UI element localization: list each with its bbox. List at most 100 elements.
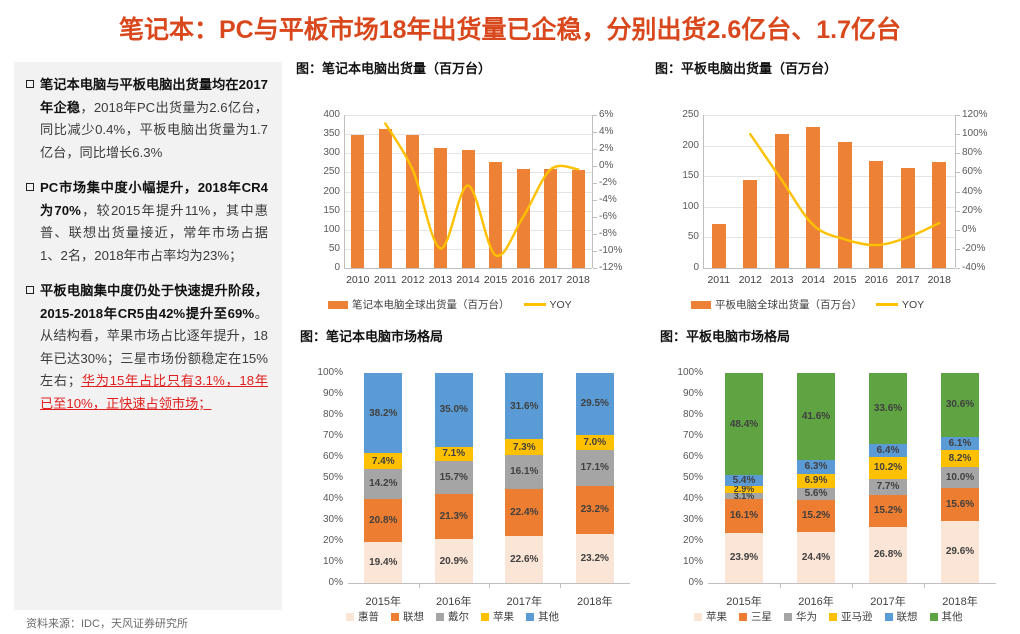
y-axis-label-right: -40% — [962, 262, 986, 273]
y-axis-label-left: 50 — [687, 231, 699, 243]
gridline — [344, 115, 592, 116]
stacked-bar-column: 26.8% 15.2% 7.7% 10.2% 6.4% 33.6% — [869, 373, 907, 583]
legend-swatch — [829, 612, 837, 621]
axis-tick — [956, 153, 960, 155]
stacked-bar-segment: 15.2% — [797, 499, 835, 532]
legend-item: 苹果 — [481, 609, 514, 624]
y-axis-label: 60% — [682, 451, 703, 462]
gridline — [703, 176, 955, 178]
axis-tick — [956, 191, 960, 193]
axis-tick — [593, 251, 597, 252]
y-axis-label: 70% — [322, 430, 343, 441]
stacked-bar-segment: 48.4% — [725, 373, 763, 476]
bar — [378, 128, 392, 268]
legend-swatch — [526, 612, 534, 621]
x-axis-label: 2012 — [738, 274, 762, 286]
bar — [489, 162, 503, 268]
x-axis-label: 2010 — [346, 274, 370, 286]
legend-label: 三星 — [751, 611, 772, 623]
y-axis-label: 80% — [682, 409, 703, 420]
legend-label: 笔记本电脑全球出货量（百万台） — [352, 299, 510, 311]
x-axis-label: 2015 — [833, 274, 857, 286]
x-axis-label: 2016 — [864, 274, 888, 286]
x-axis-label: 2017年 — [870, 596, 906, 608]
axis-tick — [489, 584, 490, 588]
stacked-bar-segment: 26.8% — [869, 526, 907, 583]
legend-item-bar: 笔记本电脑全球出货量（百万台） — [328, 297, 510, 312]
legend-swatch — [436, 612, 444, 621]
y-axis-line-right — [955, 115, 956, 268]
y-axis-label-right: 0% — [962, 223, 977, 235]
sidebar-bullet-text: 平板电脑集中度仍处于快速提升阶段，2015-2018年CR5由42%提升至69%… — [40, 280, 268, 415]
axis-tick — [956, 248, 960, 250]
legend-item: 其他 — [929, 609, 963, 624]
bar — [774, 133, 789, 268]
axis-tick — [593, 183, 597, 184]
gridline — [703, 237, 955, 239]
bullet-square-icon — [26, 183, 34, 191]
legend-item: 联想 — [884, 609, 918, 624]
chart-title: 图：笔记本电脑出货量（百万台） — [296, 61, 492, 76]
stacked-bar-segment: 6.9% — [797, 473, 835, 489]
axis-tick — [593, 234, 597, 235]
bullet-square-icon — [26, 80, 34, 88]
y-axis-line-left — [703, 115, 704, 268]
axis-tick — [418, 584, 420, 588]
legend-item-line: YOY — [876, 299, 924, 311]
x-axis-label: 2017年 — [506, 596, 542, 608]
stacked-bar-segment: 35.0% — [434, 373, 473, 447]
legend-label: 亚马逊 — [841, 611, 873, 623]
legend-swatch-bar — [691, 300, 711, 309]
stacked-bar-segment: 3.1% — [725, 492, 763, 499]
bar — [544, 169, 558, 268]
x-axis-label: 2013 — [428, 274, 453, 286]
y-axis-label-left: 200 — [682, 139, 699, 151]
legend-swatch — [929, 612, 938, 621]
axis-tick — [593, 115, 597, 116]
axis-tick — [593, 200, 597, 201]
legend-item-bar: 平板电脑全球出货量（百万台） — [691, 297, 862, 312]
y-axis-label-right: 4% — [599, 126, 614, 137]
sidebar-bullet: PC市场集中度小幅提升，2018年CR4为70%，较2015年提升11%，其中惠… — [26, 177, 268, 267]
y-axis-label-right: -10% — [599, 245, 623, 256]
legend-item: 戴尔 — [436, 609, 469, 624]
y-axis-label-right: -4% — [599, 194, 617, 205]
y-axis-label: 60% — [322, 451, 343, 462]
y-axis-label: 0% — [328, 577, 343, 588]
legend-swatch-bar — [328, 300, 348, 309]
sidebar-bullet: 笔记本电脑与平板电脑出货量均在2017年企稳，2018年PC出货量为2.6亿台，… — [26, 74, 268, 164]
axis-tick — [559, 584, 561, 588]
source-note: 资料来源：IDC，天风证券研究所 — [26, 618, 188, 630]
gridline — [703, 145, 955, 147]
sidebar-bullet: 平板电脑集中度仍处于快速提升阶段，2015-2018年CR5由42%提升至69%… — [26, 280, 268, 415]
x-axis-line — [344, 268, 592, 269]
axis-tick — [593, 149, 597, 150]
gridline — [703, 115, 955, 116]
x-axis-line — [708, 583, 996, 584]
stacked-bar-segment: 23.2% — [575, 534, 614, 583]
x-axis-label: 2013 — [770, 274, 794, 286]
sidebar-bullet-text: PC市场集中度小幅提升，2018年CR4为70%，较2015年提升11%，其中惠… — [40, 177, 268, 267]
stacked-bar-segment: 23.2% — [575, 485, 614, 535]
chart-panel-notebook-market-share: 图：笔记本电脑市场格局 0% 10% 20% 30% 40% 50% 60% 70% 80% 90… — [300, 326, 650, 624]
stacked-bar-segment: 41.6% — [797, 373, 835, 461]
chart-panel-notebook-shipments: 图：笔记本电脑出货量（百万台） 0 50 100 150 200 250 300 350 400… — [296, 58, 648, 311]
stacked-bar-segment: 7.7% — [869, 478, 907, 495]
stacked-bar-segment: 29.5% — [575, 373, 614, 435]
yoy-line-path — [384, 122, 580, 257]
x-axis-label: 2015年 — [726, 596, 762, 608]
stacked-bar-segment: 29.6% — [941, 520, 979, 583]
yoy-line-path — [749, 132, 941, 247]
y-axis-label: 40% — [682, 493, 703, 504]
axis-tick — [852, 584, 853, 588]
y-axis-label-left: 150 — [323, 204, 340, 216]
legend-item: 其他 — [526, 609, 559, 624]
stacked-bar-segment: 6.3% — [797, 460, 835, 474]
x-axis-label: 2016年 — [436, 596, 472, 608]
stacked-bar-segment: 33.6% — [869, 373, 907, 444]
legend-label: 平板电脑全球出货量（百万台） — [715, 299, 862, 311]
y-axis-label: 50% — [322, 472, 343, 483]
legend-label: YOY — [902, 298, 925, 311]
axis-tick — [956, 172, 960, 174]
y-axis-label-right: 100% — [962, 128, 988, 140]
